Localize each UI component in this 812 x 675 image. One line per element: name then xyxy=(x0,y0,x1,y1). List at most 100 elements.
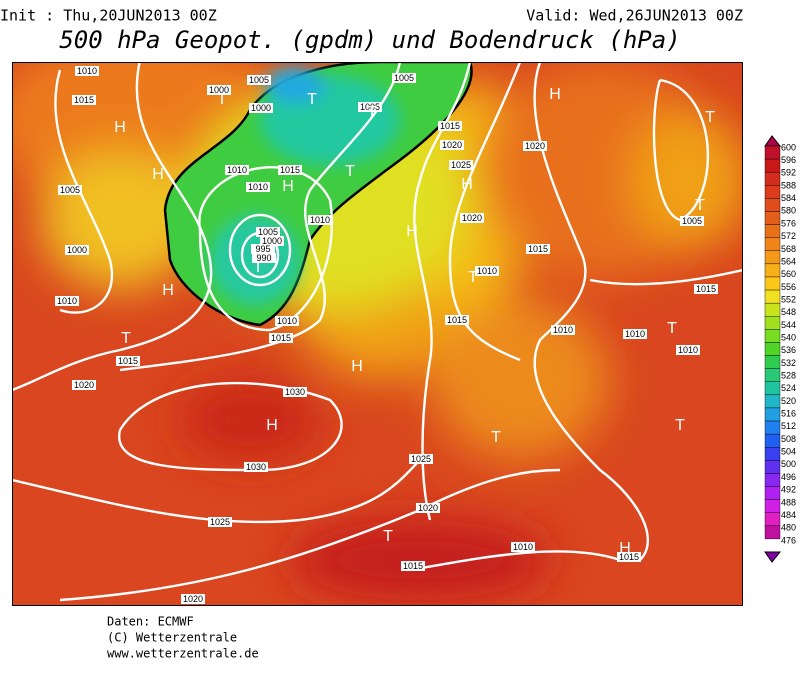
isobar-label-bg xyxy=(256,227,280,237)
colorbar-label: 592 xyxy=(781,168,796,178)
colorbar-label: 524 xyxy=(781,383,796,393)
isobar-label: 1020 xyxy=(74,380,94,390)
isobar-label: 995 xyxy=(255,244,270,254)
isobar-label: 1000 xyxy=(67,245,87,255)
isobar-label: 1025 xyxy=(210,517,230,527)
isobar-label: 1010 xyxy=(678,345,698,355)
isobar-label: 1000 xyxy=(209,85,229,95)
pressure-center: T xyxy=(307,91,317,108)
isobar-label: 1010 xyxy=(57,296,77,306)
colorbar-swatch xyxy=(764,433,781,448)
isobar-label: 1005 xyxy=(360,102,380,112)
pressure-center: H xyxy=(282,178,294,195)
colorbar-swatch xyxy=(764,145,781,160)
isobar-label: 1000 xyxy=(251,103,271,113)
isobar-label-bg xyxy=(252,253,276,263)
colorbar-swatch xyxy=(764,250,781,265)
colorbar-label: 552 xyxy=(781,294,796,304)
isobar-label-bg xyxy=(207,85,231,95)
isobar-label-bg xyxy=(72,95,96,105)
colorbar-label: 560 xyxy=(781,269,796,279)
colorbar-swatch xyxy=(764,473,781,487)
colorbar-swatch xyxy=(764,512,781,527)
colorbar-swatch xyxy=(764,342,781,356)
colorbar-label: 556 xyxy=(781,282,796,292)
isobar-label: 1010 xyxy=(310,215,330,225)
colorbar-label: 568 xyxy=(781,244,796,254)
colorbar-label: 520 xyxy=(781,396,796,406)
isobar-label: 1015 xyxy=(74,95,94,105)
isobar-label-bg xyxy=(526,244,550,254)
isobar-label: 1005 xyxy=(249,75,269,85)
isobar-label: 1005 xyxy=(394,73,414,83)
isobar-label-bg xyxy=(392,73,416,83)
isobar-label-bg xyxy=(283,387,307,397)
colorbar-arrow xyxy=(764,135,782,147)
colorbar-label: 500 xyxy=(781,459,796,469)
colorbar-label: 516 xyxy=(781,409,796,419)
colorbar-swatch xyxy=(764,394,781,409)
isobar-label-bg xyxy=(278,165,302,175)
pressure-center: T xyxy=(705,109,715,126)
isobar-label: 1030 xyxy=(285,387,305,397)
isobar-label-bg xyxy=(449,160,473,170)
isobar-label-bg xyxy=(617,552,641,562)
colorbar-swatch xyxy=(764,185,781,199)
pressure-center: H xyxy=(351,358,363,375)
init-time: Init : Thu,20JUN2013 00Z xyxy=(0,7,217,25)
colorbar-swatch xyxy=(764,171,781,186)
isobar-label: 1015 xyxy=(528,244,548,254)
pressure-center: H xyxy=(114,119,126,136)
isobar-label-bg xyxy=(247,75,271,85)
colorbar-label: 548 xyxy=(781,307,796,317)
isobar-label: 1015 xyxy=(440,121,460,131)
isobar-label: 1020 xyxy=(442,140,462,150)
isobar-label: 1025 xyxy=(451,160,471,170)
footer-line: www.wetterzentrale.de xyxy=(107,647,259,661)
pressure-center: H xyxy=(619,540,631,557)
isobar-label: 1015 xyxy=(118,356,138,366)
colorbar-swatch xyxy=(764,276,781,291)
isobar-label-bg xyxy=(246,182,270,192)
pressure-center: H xyxy=(152,166,164,183)
isobar-label-bg xyxy=(181,594,205,604)
isobar-label-bg xyxy=(445,315,469,325)
colorbar-label: 504 xyxy=(781,447,796,457)
colorbar-label: 512 xyxy=(781,421,796,431)
pressure-center: H xyxy=(406,223,418,240)
colorbar-label: 508 xyxy=(781,434,796,444)
colorbar-swatch xyxy=(764,224,781,238)
colorbar-swatch xyxy=(764,460,781,474)
colorbar-swatch xyxy=(764,289,781,304)
pressure-center: T xyxy=(491,429,501,446)
colorbar-swatch xyxy=(764,381,781,396)
isobar-label-bg xyxy=(116,356,140,366)
isobar-label: 1020 xyxy=(525,141,545,151)
colorbar-swatch xyxy=(764,158,781,173)
isobar-label: 1020 xyxy=(418,503,438,513)
colorbar-label: 580 xyxy=(781,206,796,216)
isobar-label: 990 xyxy=(256,253,271,263)
isobar-label-bg xyxy=(208,517,232,527)
colorbar-label: 496 xyxy=(781,472,796,482)
pressure-center: T xyxy=(667,320,677,337)
pressure-center: H xyxy=(461,176,473,193)
pressure-center: T xyxy=(468,269,478,286)
isobar-label-bg xyxy=(275,316,299,326)
isobar-label: 1000 xyxy=(262,236,282,246)
isobar-label-bg xyxy=(72,380,96,390)
pressure-center: H xyxy=(162,282,174,299)
isobar-label-bg xyxy=(475,266,499,276)
map: 1010 1015 1005 1000 1000 1005 1005 1015 1020 1025… xyxy=(12,62,743,606)
colorbar-swatch xyxy=(764,420,781,435)
colorbar-swatch xyxy=(764,486,781,500)
colorbar-swatch xyxy=(764,499,781,513)
isobar-label-bg xyxy=(249,103,273,113)
isobar-label: 1020 xyxy=(462,213,482,223)
colorbar-swatch xyxy=(764,368,781,382)
footer-line: Daten: ECMWF xyxy=(107,615,194,629)
valid-time: Valid: Wed,26JUN2013 00Z xyxy=(526,7,743,25)
isobar-label-bg xyxy=(244,462,268,472)
isobar-label: 1025 xyxy=(411,454,431,464)
colorbar-label: 576 xyxy=(781,218,796,228)
